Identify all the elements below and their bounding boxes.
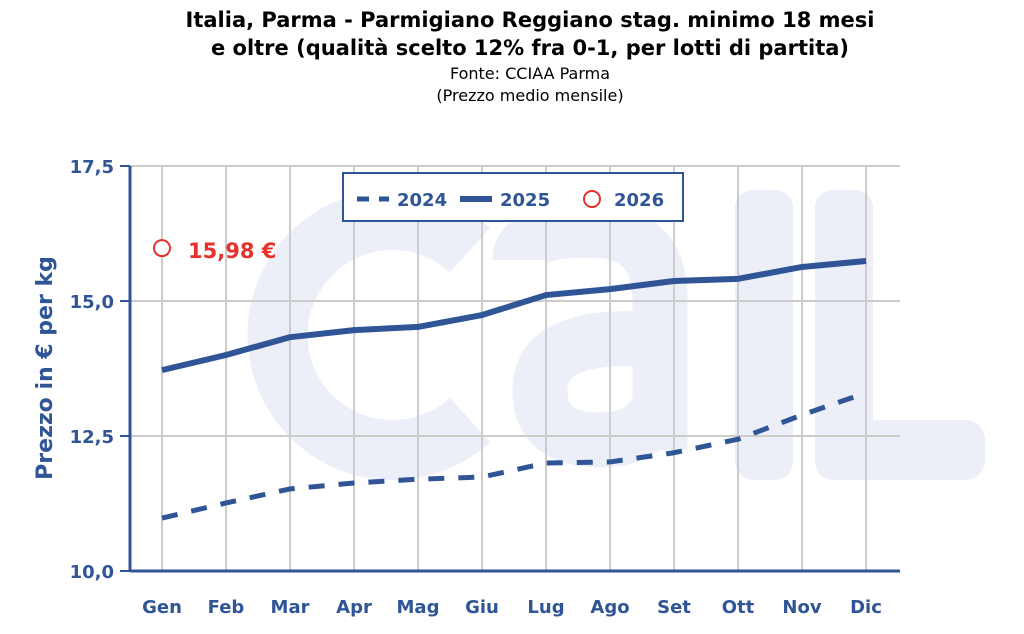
x-tick-label: Dic — [850, 597, 882, 618]
x-tick-label: Feb — [208, 597, 245, 618]
y-tick-label: 17,5 — [70, 157, 114, 178]
title-line-2: e oltre (qualità scelto 12% fra 0-1, per… — [210, 36, 850, 60]
watermark-logo-a — [492, 202, 688, 468]
x-tick-label: Ago — [590, 597, 629, 618]
y-tick-label: 12,5 — [70, 427, 114, 448]
y-axis-label: Prezzo in € per kg — [33, 256, 58, 480]
y-tick-label: 15,0 — [70, 292, 114, 313]
x-tick-label: Lug — [527, 597, 564, 618]
subtitle-text: (Prezzo medio mensile) — [436, 86, 624, 105]
data-point-2026 — [153, 239, 171, 258]
legend-marker-2026 — [583, 190, 601, 208]
x-tick-label: Mar — [271, 597, 310, 618]
x-tick-label: Gen — [142, 597, 182, 618]
chart-title: Italia, Parma - Parmigiano Reggiano stag… — [0, 6, 1024, 62]
series-line-2025 — [161, 258, 867, 374]
watermark-logo-i — [735, 190, 793, 480]
series-line-2024 — [161, 390, 867, 521]
chart-subtitle: Fonte: CCIAA Parma (Prezzo medio mensile) — [0, 63, 1024, 107]
legend-label-2025: 2025 — [500, 190, 550, 211]
x-tick-label: Nov — [782, 597, 821, 618]
title-line-1: Italia, Parma - Parmigiano Reggiano stag… — [185, 8, 875, 32]
x-tick-label: Ott — [722, 597, 755, 618]
x-tick-label: Set — [657, 597, 691, 618]
y-tick-label: 10,0 — [70, 562, 114, 583]
legend-box — [342, 172, 684, 222]
x-tick-label: Mag — [397, 597, 440, 618]
x-tick-label: Giu — [465, 597, 499, 618]
data-label: 15,98 € — [188, 239, 276, 263]
legend-label-2026: 2026 — [614, 190, 664, 211]
source-text: Fonte: CCIAA Parma — [449, 64, 611, 83]
watermark-logo-l-foot — [815, 420, 985, 480]
legend-label-2024: 2024 — [397, 190, 447, 211]
x-tick-label: Apr — [336, 597, 372, 618]
